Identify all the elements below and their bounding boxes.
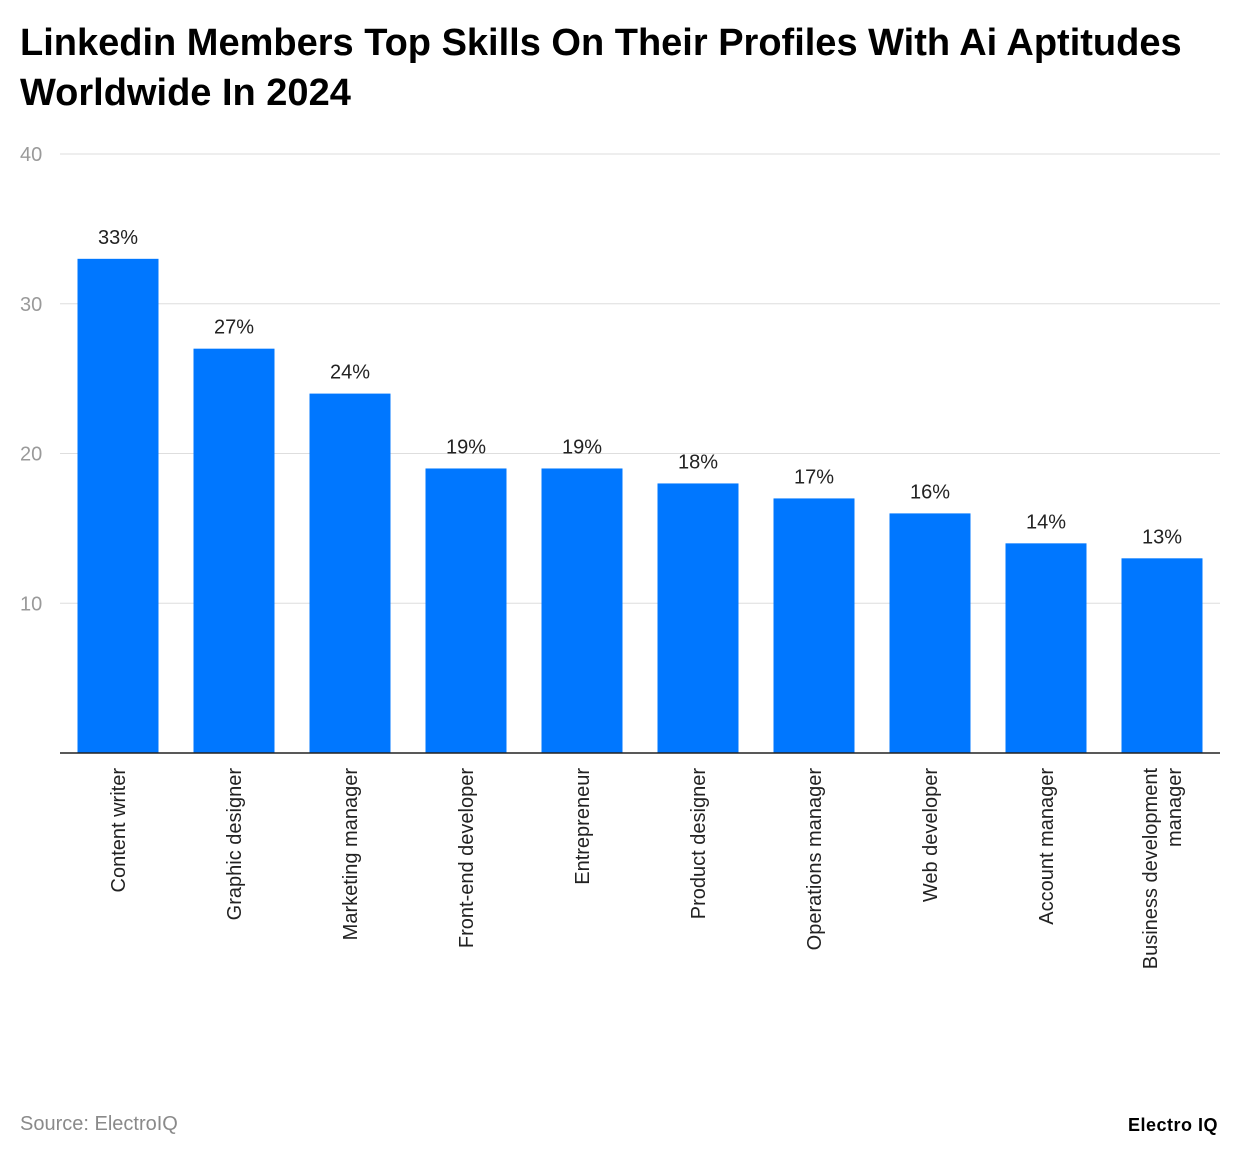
bar-value-label: 24% xyxy=(330,362,370,384)
chart-title: Linkedin Members Top Skills On Their Pro… xyxy=(20,22,1182,114)
category-label: Marketing manager xyxy=(340,768,362,941)
bar xyxy=(425,468,507,753)
bar-value-label: 13% xyxy=(1142,526,1182,548)
bar-value-label: 18% xyxy=(678,451,718,473)
y-tick-label: 30 xyxy=(20,294,42,316)
y-tick-label: 20 xyxy=(20,444,42,466)
bar-value-label: 27% xyxy=(214,317,254,339)
category-label: Product designer xyxy=(688,768,710,920)
bar xyxy=(773,498,855,753)
bar-value-label: 17% xyxy=(794,466,834,488)
category-label: Front-end developer xyxy=(456,768,478,948)
bar xyxy=(657,483,739,753)
bar xyxy=(541,468,623,753)
bar-value-label: 19% xyxy=(446,436,486,458)
category-label: Operations manager xyxy=(804,768,826,951)
category-label: Graphic designer xyxy=(224,768,246,921)
bar xyxy=(193,348,275,753)
category-label: manager xyxy=(1164,768,1186,847)
bar xyxy=(309,393,391,753)
category-label: Web developer xyxy=(920,768,942,903)
bar xyxy=(1005,543,1087,753)
bar-value-label: 14% xyxy=(1026,511,1066,533)
y-tick-label: 40 xyxy=(20,144,42,166)
bar xyxy=(77,258,159,753)
source-note: Source: ElectroIQ xyxy=(20,1113,178,1135)
bar xyxy=(1121,558,1203,753)
category-label: Content writer xyxy=(108,768,130,893)
y-tick-label: 10 xyxy=(20,593,42,615)
category-label: Business development xyxy=(1140,768,1162,970)
bar xyxy=(889,513,971,753)
category-label: Entrepreneur xyxy=(572,768,594,885)
bar-value-label: 19% xyxy=(562,436,602,458)
bar-chart: 10 20 30 40 33% Content writer 27% Graphic desi… xyxy=(20,144,1220,970)
category-label: Account manager xyxy=(1036,768,1058,925)
bar-value-label: 33% xyxy=(98,227,138,249)
brand-logo: Electro IQ xyxy=(1127,1115,1218,1135)
bar-value-label: 16% xyxy=(910,481,950,503)
